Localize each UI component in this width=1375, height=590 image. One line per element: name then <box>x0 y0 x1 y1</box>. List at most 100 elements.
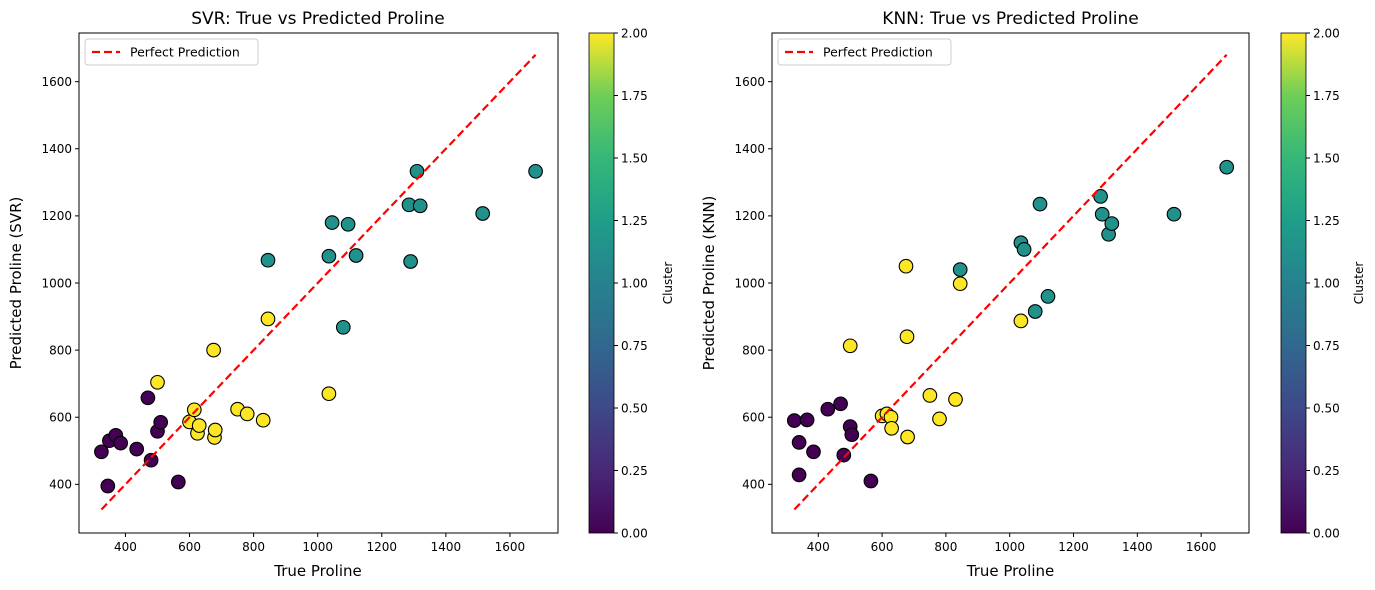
svr-point <box>150 374 165 390</box>
svr-colorbar-tick-label: 1.00 <box>621 276 648 290</box>
knn-point <box>820 401 836 417</box>
svr-x-ticks: 400 600 800 1000 1200 1400 1600 <box>114 533 525 554</box>
knn-point <box>952 262 968 277</box>
svr-point <box>153 414 169 430</box>
svr-point <box>412 198 428 214</box>
knn-point <box>786 413 802 428</box>
knn-colorbar-tick-label: 1.50 <box>1313 151 1340 165</box>
svr-colorbar-tick-label: 0.25 <box>621 464 648 478</box>
knn-y-tick-label: 1200 <box>734 209 765 223</box>
svr-point <box>324 215 340 230</box>
knn-point <box>948 392 963 407</box>
svr-x-tick-label: 400 <box>114 540 137 554</box>
knn-point <box>791 435 807 450</box>
svr-point <box>528 163 543 179</box>
knn-x-tick-label: 600 <box>871 540 894 554</box>
svr-point <box>260 311 276 327</box>
svr-y-axis-label: Predicted Proline (SVR) <box>7 197 25 370</box>
knn-point <box>1104 216 1120 231</box>
knn-point <box>863 473 879 489</box>
knn-x-tick-label: 400 <box>807 540 830 554</box>
knn-y-tick-label: 400 <box>742 478 765 492</box>
svr-points <box>94 163 543 494</box>
knn-x-ticks: 400 600 800 1000 1200 1400 1600 <box>807 533 1217 554</box>
knn-perfect-prediction-line <box>793 54 1228 511</box>
svr-point <box>321 248 337 264</box>
knn-point <box>833 396 848 412</box>
knn-y-tick-label: 1400 <box>734 142 765 156</box>
knn-point <box>1013 313 1029 329</box>
knn-x-tick-label: 1200 <box>1058 540 1089 554</box>
svr-x-tick-label: 1000 <box>302 540 333 554</box>
knn-title: KNN: True vs Predicted Proline <box>882 9 1138 29</box>
svr-point <box>335 319 351 335</box>
svr-perfect-prediction-line <box>100 54 537 511</box>
knn-colorbar-gradient <box>1280 32 1307 534</box>
knn-point <box>952 276 968 292</box>
knn-point <box>842 338 858 354</box>
svr-point <box>475 206 491 221</box>
svr-colorbar-ticks: 0.00 0.25 0.50 0.75 1.00 1.25 1.50 1.75 2.00 <box>614 26 648 540</box>
svr-y-tick-label: 1400 <box>41 142 72 156</box>
svr-point <box>340 216 356 232</box>
knn-y-tick-label: 1600 <box>734 75 765 89</box>
knn-point <box>1032 196 1048 212</box>
svr-point <box>191 418 207 433</box>
knn-point <box>1040 289 1056 304</box>
knn-colorbar-tick-label: 1.00 <box>1313 276 1340 290</box>
knn-colorbar-tick-label: 0.25 <box>1313 464 1340 478</box>
svr-colorbar-tick-label: 1.50 <box>621 151 648 165</box>
knn-panel: KNN: True vs Predicted Proline 400 600 800… <box>700 9 1366 580</box>
knn-point <box>1016 242 1032 257</box>
svr-point <box>255 412 271 428</box>
knn-colorbar-tick-label: 0.00 <box>1313 526 1340 540</box>
svr-point <box>113 435 129 451</box>
svr-colorbar-tick-label: 1.75 <box>621 89 648 103</box>
svr-colorbar-tick-label: 2.00 <box>621 26 648 40</box>
svr-legend-box <box>84 38 259 66</box>
svr-point <box>143 452 159 468</box>
knn-point <box>922 388 938 403</box>
knn-colorbar-tick-label: 1.75 <box>1313 89 1340 103</box>
knn-y-ticks: 400 600 800 1000 1200 1400 1600 <box>734 75 772 492</box>
svr-y-tick-label: 1000 <box>41 276 72 290</box>
knn-point <box>1219 159 1235 175</box>
knn-legend-label: Perfect Prediction <box>823 45 933 60</box>
knn-legend-box <box>777 38 952 66</box>
svr-y-tick-label: 400 <box>49 478 72 492</box>
svr-legend: Perfect Prediction <box>84 38 259 66</box>
knn-point <box>844 427 860 443</box>
knn-colorbar-label: Cluster <box>1352 262 1366 305</box>
knn-point <box>932 411 947 427</box>
knn-colorbar-tick-label: 0.50 <box>1313 401 1340 415</box>
svr-point <box>321 386 337 402</box>
svr-legend-label: Perfect Prediction <box>130 45 240 60</box>
svr-point <box>140 390 156 406</box>
knn-colorbar: 0.00 0.25 0.50 0.75 1.00 1.25 1.50 1.75 2.00 Clu… <box>1280 26 1366 540</box>
knn-point <box>1094 206 1110 222</box>
svr-colorbar-label: Cluster <box>661 262 675 305</box>
knn-points <box>786 159 1235 489</box>
svr-point <box>348 248 364 263</box>
svr-x-tick-label: 1600 <box>495 540 526 554</box>
svr-point <box>409 163 425 179</box>
knn-y-axis-label: Predicted Proline (KNN) <box>700 196 718 371</box>
knn-point <box>1093 189 1108 204</box>
knn-y-tick-label: 800 <box>742 343 765 357</box>
knn-x-tick-label: 800 <box>934 540 957 554</box>
knn-point <box>899 329 915 345</box>
knn-point <box>900 429 915 445</box>
svr-colorbar-gradient <box>588 32 615 534</box>
svr-title: SVR: True vs Predicted Proline <box>191 9 445 29</box>
knn-x-tick-label: 1600 <box>1186 540 1217 554</box>
svr-point <box>260 252 276 268</box>
svr-x-tick-label: 1200 <box>367 540 398 554</box>
svr-y-tick-label: 1600 <box>41 75 72 89</box>
knn-colorbar-tick-label: 2.00 <box>1313 26 1340 40</box>
knn-point <box>791 467 807 483</box>
knn-point <box>836 447 852 463</box>
knn-colorbar-tick-label: 1.25 <box>1313 214 1340 228</box>
svr-y-tick-label: 600 <box>49 411 72 425</box>
knn-colorbar-tick-label: 0.75 <box>1313 339 1340 353</box>
